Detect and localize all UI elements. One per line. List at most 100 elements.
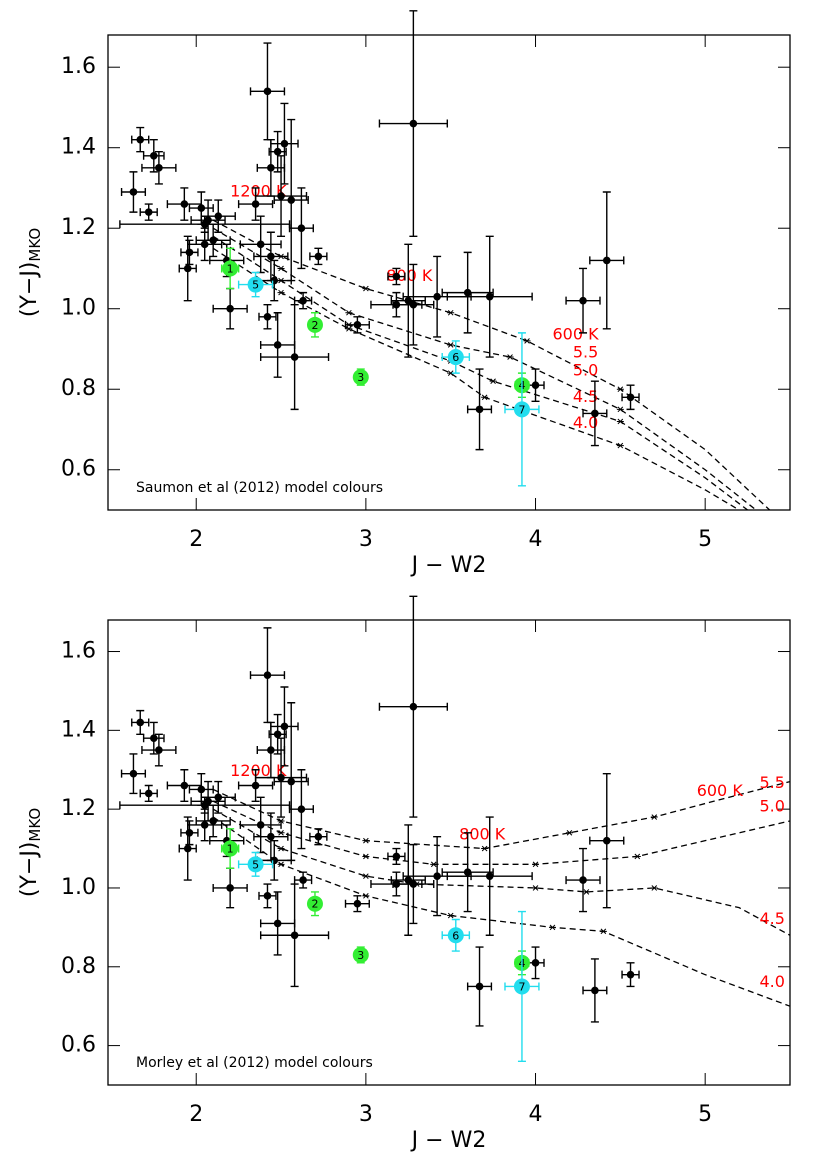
temperature-label: 800 K (459, 824, 506, 843)
data-point (144, 208, 153, 216)
x-tick-label: 4 (529, 1102, 543, 1127)
x-tick-label: 5 (698, 527, 712, 552)
y-tick-label: 1.2 (61, 796, 96, 821)
data-point (299, 876, 307, 884)
data-point (314, 832, 323, 841)
data-point (314, 252, 323, 261)
point-label: 7 (518, 980, 525, 993)
data-point (290, 353, 299, 361)
data-point (197, 204, 206, 212)
x-tick-label: 2 (189, 1102, 203, 1127)
model-curve (212, 780, 791, 850)
data-point (263, 892, 272, 900)
temperature-label: 800 K (386, 266, 433, 285)
temperature-label: 600 K (552, 324, 599, 343)
model-point (650, 885, 658, 891)
data-point (222, 260, 239, 277)
data-point (200, 821, 209, 829)
panel: 2 3 4 5 0.6 0.8 1.0 1.2 1.4 1.6 J − W2 (Y−J)MKO Saum… (17, 10, 791, 578)
x-tick-label: 3 (359, 527, 373, 552)
model-point (523, 338, 531, 344)
data-point (280, 722, 289, 731)
model-curve (212, 235, 748, 511)
y-axis-label-main: (Y−J) (17, 262, 42, 318)
data-point (447, 927, 464, 944)
model-gravity-label: 5.0 (759, 797, 784, 816)
y-tick-label: 1.6 (61, 54, 96, 79)
data-point (280, 139, 289, 148)
model-point (277, 829, 285, 836)
model-point (362, 873, 370, 879)
data-point (353, 899, 362, 908)
model-curve (212, 800, 791, 865)
data-point (513, 401, 530, 418)
panel-note: Saumon et al (2012) model colours (136, 480, 383, 496)
point-label: 3 (357, 949, 364, 962)
data-point (136, 135, 145, 144)
model-gravity-label: 4.5 (573, 387, 598, 406)
data-point (306, 895, 323, 912)
data-point (579, 876, 587, 884)
model-point (599, 928, 607, 935)
point-label: 2 (311, 898, 318, 911)
y-axis-label-sub: MKO (26, 228, 44, 262)
data-point (392, 272, 401, 281)
data-point (267, 746, 275, 754)
data-point (209, 236, 217, 245)
data-point (155, 746, 163, 754)
data-point (214, 793, 223, 802)
data-point (226, 304, 234, 313)
x-axis-label: J − W2 (410, 1128, 487, 1153)
model-point (506, 354, 514, 360)
model-point (565, 829, 573, 836)
x-tick-label: 3 (359, 1102, 373, 1127)
data-point (591, 409, 599, 418)
data-point (287, 777, 296, 786)
y-tick-label: 0.8 (61, 954, 96, 979)
point-label: 7 (518, 403, 525, 416)
x-tick-label: 5 (698, 1102, 712, 1127)
data-point (447, 349, 464, 366)
model-point (532, 885, 540, 891)
y-tick-label: 0.6 (61, 457, 96, 482)
data-point (626, 970, 635, 979)
data-point (463, 288, 472, 297)
data-point (306, 316, 323, 333)
data-point (277, 192, 285, 200)
model-point (481, 845, 489, 852)
data-point (263, 671, 272, 679)
y-tick-label: 1.2 (61, 215, 96, 240)
data-point (485, 872, 494, 880)
data-point (183, 264, 192, 273)
model-point (447, 342, 455, 348)
data-point (263, 312, 272, 321)
plot-frame (107, 619, 791, 1086)
model-point (277, 265, 285, 272)
data-point (136, 718, 145, 727)
data-point (463, 868, 472, 877)
data-point (251, 200, 260, 208)
model-point (532, 861, 540, 868)
data-point (297, 224, 306, 233)
data-point (144, 789, 153, 798)
model-point (430, 861, 438, 868)
model-gravity-label: 5.5 (759, 773, 784, 792)
data-point (267, 832, 275, 841)
x-tick-label: 4 (529, 527, 543, 552)
point-label: 1 (227, 843, 234, 856)
plot-frame (107, 34, 791, 511)
data-point (209, 817, 217, 825)
model-point (277, 861, 285, 868)
data-point (155, 164, 163, 172)
data-point (475, 982, 484, 991)
data-point (602, 836, 611, 845)
model-gravity-label: 5.5 (573, 343, 598, 362)
point-label: 2 (311, 319, 318, 332)
y-tick-label: 0.8 (61, 376, 96, 401)
data-point (185, 248, 194, 257)
point-label: 6 (452, 929, 459, 942)
data-point (129, 769, 138, 778)
point-label: 3 (357, 371, 364, 384)
